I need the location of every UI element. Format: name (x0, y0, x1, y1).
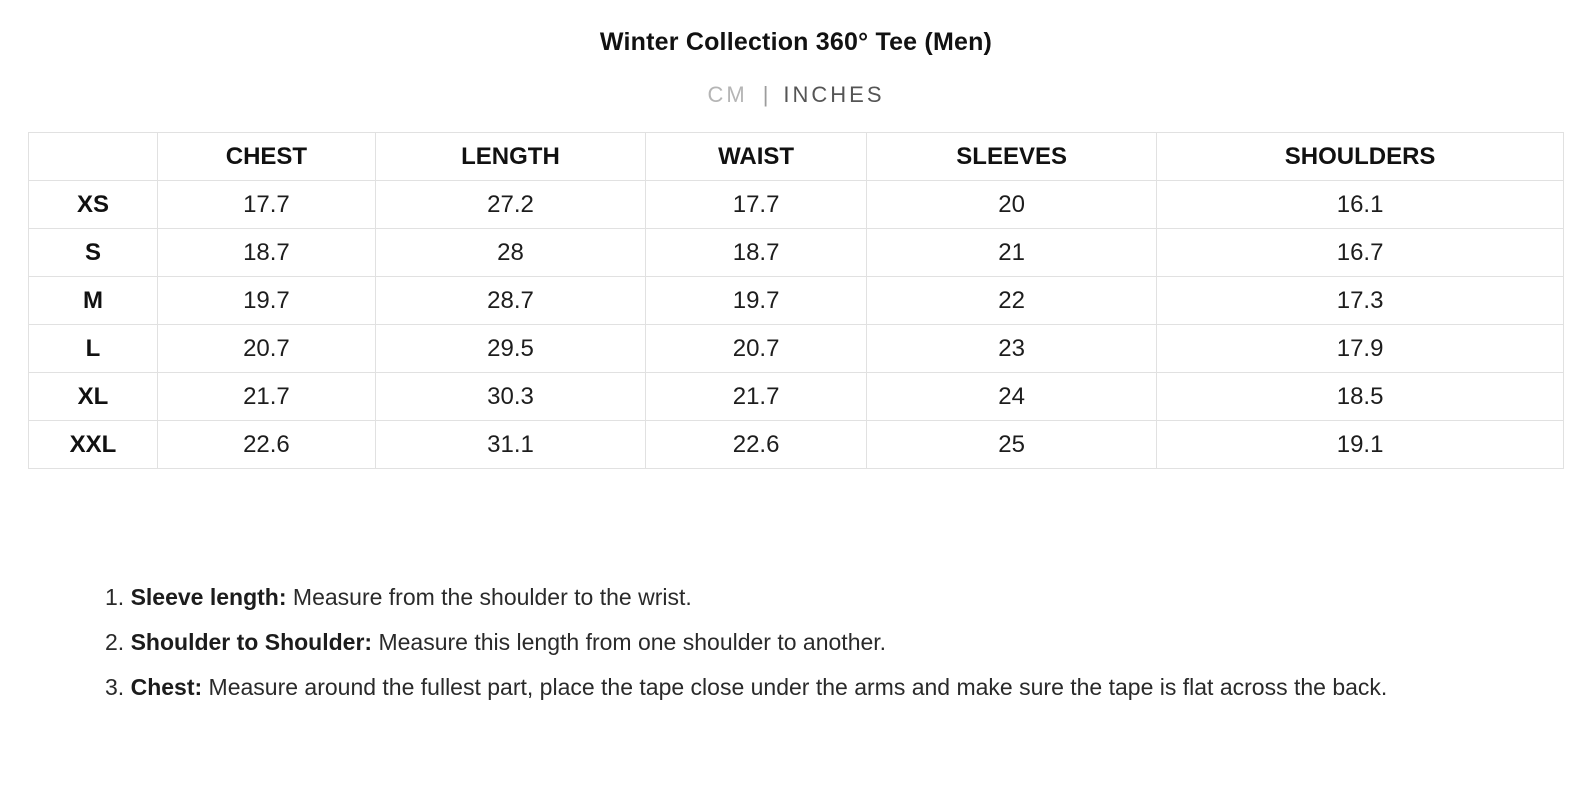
instruction-item: 2. Shoulder to Shoulder: Measure this le… (105, 620, 1530, 665)
column-header: LENGTH (374, 132, 647, 181)
measurement-instructions: 1. Sleeve length: Measure from the shoul… (105, 575, 1530, 710)
measurement-cell: 21.7 (645, 372, 868, 421)
instruction-item: 3. Chest: Measure around the fullest par… (105, 665, 1530, 710)
size-table-header-row: CHEST LENGTH WAIST SLEEVES SHOULDERS (28, 132, 1564, 181)
column-header: SLEEVES (866, 132, 1158, 181)
size-label: S (28, 228, 158, 277)
measurement-cell: 19.7 (645, 276, 868, 325)
measurement-cell: 22.6 (156, 420, 376, 469)
table-row: S 18.7 28 18.7 21 16.7 (28, 228, 1564, 277)
measurement-cell: 25 (866, 420, 1158, 469)
size-label: XS (28, 180, 158, 229)
instruction-text: Measure this length from one shoulder to… (372, 629, 887, 655)
table-row: XS 17.7 27.2 17.7 20 16.1 (28, 180, 1564, 229)
table-row: XXL 22.6 31.1 22.6 25 19.1 (28, 420, 1564, 469)
column-header: WAIST (645, 132, 868, 181)
instruction-number: 1. (105, 584, 131, 610)
measurement-cell: 17.7 (156, 180, 376, 229)
instruction-text: Measure from the shoulder to the wrist. (286, 584, 692, 610)
size-label: XXL (28, 420, 158, 469)
table-row: L 20.7 29.5 20.7 23 17.9 (28, 324, 1564, 373)
measurement-cell: 31.1 (374, 420, 647, 469)
measurement-cell: 17.7 (645, 180, 868, 229)
size-table-body: XS 17.7 27.2 17.7 20 16.1 S 18.7 28 18.7 21 16.7 M 19… (28, 180, 1564, 469)
instruction-number: 3. (105, 674, 131, 700)
measurement-cell: 19.7 (156, 276, 376, 325)
instruction-label: Sleeve length: (130, 584, 287, 610)
measurement-cell: 27.2 (374, 180, 647, 229)
instruction-text: Measure around the fullest part, place t… (202, 674, 1388, 700)
measurement-cell: 16.1 (1156, 180, 1564, 229)
measurement-cell: 22.6 (645, 420, 868, 469)
size-label: L (28, 324, 158, 373)
instruction-label: Shoulder to Shoulder: (130, 629, 373, 655)
measurement-cell: 19.1 (1156, 420, 1564, 469)
measurement-cell: 20.7 (645, 324, 868, 373)
size-chart-table: CHEST LENGTH WAIST SLEEVES SHOULDERS XS 17.7 2… (28, 132, 1564, 469)
unit-option-cm[interactable]: CM (707, 82, 748, 107)
instruction-item: 1. Sleeve length: Measure from the shoul… (105, 575, 1530, 620)
measurement-cell: 23 (866, 324, 1158, 373)
measurement-cell: 17.9 (1156, 324, 1564, 373)
measurement-cell: 16.7 (1156, 228, 1564, 277)
size-label: XL (28, 372, 158, 421)
table-row: XL 21.7 30.3 21.7 24 18.5 (28, 372, 1564, 421)
page-title: Winter Collection 360° Tee (Men) (599, 28, 993, 56)
measurement-cell: 28 (374, 228, 647, 277)
measurement-cell: 24 (866, 372, 1158, 421)
measurement-cell: 21.7 (156, 372, 376, 421)
unit-toggle: CM | INCHES (0, 82, 1592, 108)
table-row: M 19.7 28.7 19.7 22 17.3 (28, 276, 1564, 325)
unit-option-inches[interactable]: INCHES (783, 82, 885, 107)
measurement-cell: 22 (866, 276, 1158, 325)
measurement-cell: 28.7 (374, 276, 647, 325)
instruction-number: 2. (105, 629, 131, 655)
measurement-cell: 18.7 (156, 228, 376, 277)
column-header: CHEST (156, 132, 376, 181)
measurement-cell: 21 (866, 228, 1158, 277)
column-header: SHOULDERS (1156, 132, 1564, 181)
measurement-cell: 29.5 (374, 324, 647, 373)
measurement-cell: 18.5 (1156, 372, 1564, 421)
measurement-cell: 30.3 (374, 372, 647, 421)
measurement-cell: 18.7 (645, 228, 868, 277)
instruction-label: Chest: (130, 674, 203, 700)
unit-separator: | (762, 82, 769, 107)
measurement-cell: 17.3 (1156, 276, 1564, 325)
size-label: M (28, 276, 158, 325)
measurement-cell: 20.7 (156, 324, 376, 373)
corner-cell (28, 132, 158, 181)
measurement-cell: 20 (866, 180, 1158, 229)
